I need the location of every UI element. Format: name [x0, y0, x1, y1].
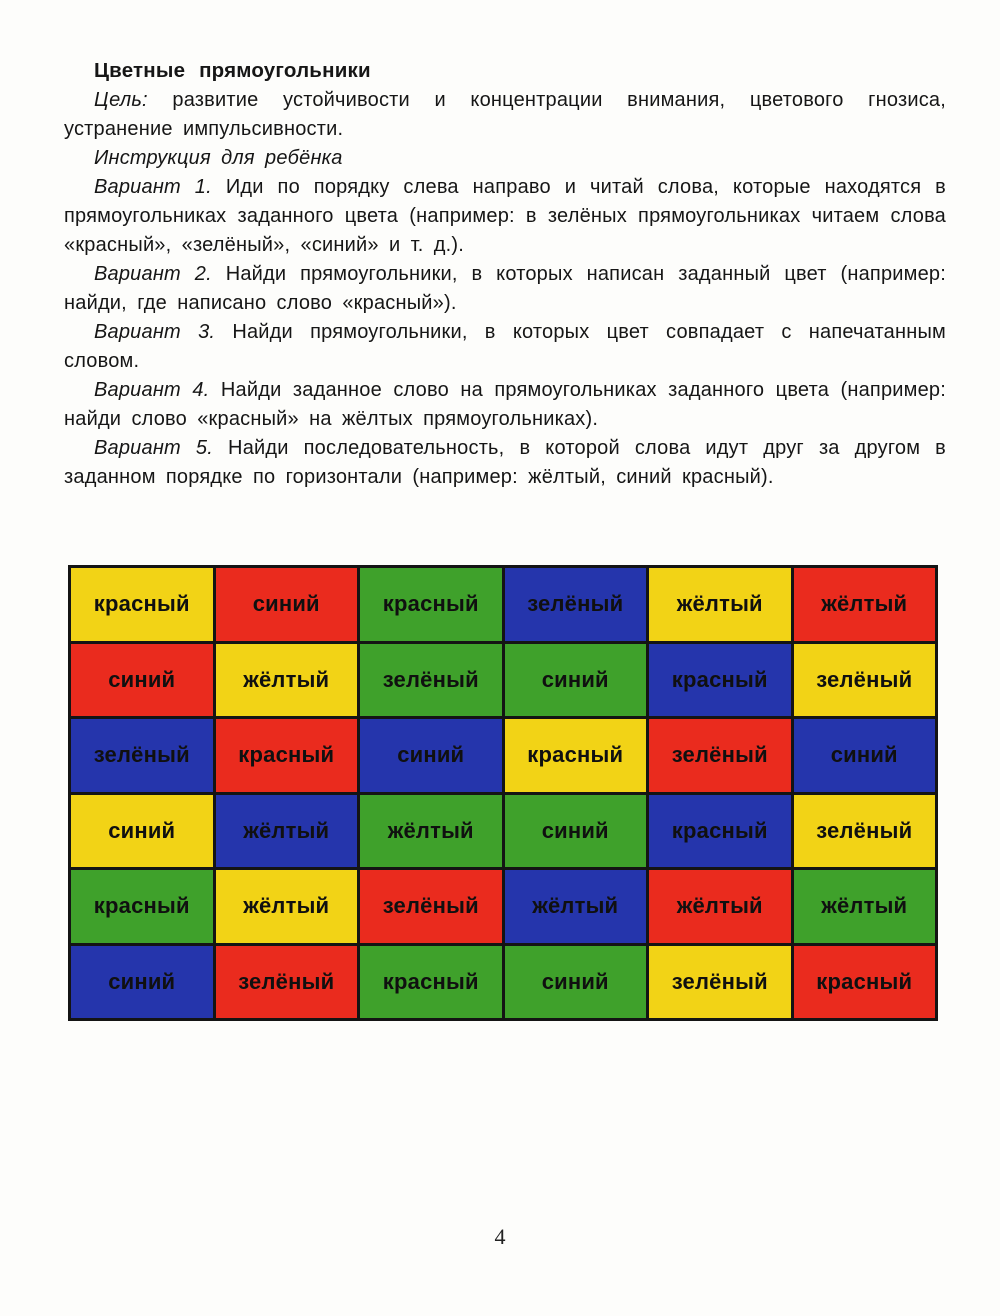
cell-word: зелёный	[93, 742, 190, 768]
grid-cell-r1-c2: синий	[215, 568, 357, 641]
grid-cell-r1-c3: красный	[360, 568, 502, 641]
cell-word: зелёный	[382, 666, 479, 692]
grid-cell-r5-c4: жёлтый	[504, 870, 646, 943]
variant-3-text: Найди прямоугольники, в которых цвет сов…	[64, 321, 946, 372]
paragraph-variant-1: Вариант 1. Иди по порядку слева направо …	[64, 173, 946, 260]
grid-cell-r3-c5: зелёный	[649, 719, 791, 792]
grid-cell-r6-c4: синий	[504, 945, 646, 1018]
cell-word: зелёный	[816, 817, 913, 843]
cell-word: зелёный	[671, 968, 768, 994]
grid-cell-r6-c5: зелёный	[649, 945, 791, 1018]
grid-cell-r2-c3: зелёный	[360, 643, 502, 716]
cell-word: жёлтый	[676, 591, 763, 617]
cell-word: зелёный	[527, 591, 624, 617]
grid-cell-r1-c1: красный	[71, 568, 213, 641]
color-word-grid: красный синий красный зелёный жёлтый жёлтый си…	[68, 565, 938, 1021]
grid-cell-r4-c1: синий	[71, 794, 213, 867]
cell-word: жёлтый	[676, 893, 763, 919]
variant-4-label: Вариант 4.	[94, 379, 210, 401]
grid-cell-r5-c2: жёлтый	[215, 870, 357, 943]
cell-word: синий	[541, 666, 609, 692]
paragraph-variant-5: Вариант 5. Найди последовательность, в к…	[64, 434, 946, 492]
cell-word: жёлтый	[243, 666, 330, 692]
cell-word: жёлтый	[821, 591, 908, 617]
grid-cell-r3-c6: синий	[793, 719, 935, 792]
variant-2-text: Найди прямоугольники, в которых написан …	[64, 263, 946, 314]
cell-word: зелёный	[238, 968, 335, 994]
cell-word: красный	[527, 742, 624, 768]
cell-word: красный	[93, 591, 190, 617]
paragraph-variant-2: Вариант 2. Найди прямоугольники, в котор…	[64, 260, 946, 318]
variant-5-text: Найди последовательность, в которой слов…	[64, 437, 947, 488]
grid-cell-r4-c5: красный	[649, 794, 791, 867]
goal-text: развитие устойчивости и концентрации вни…	[64, 89, 946, 140]
paragraph-variant-3: Вариант 3. Найди прямоугольники, в котор…	[64, 318, 946, 376]
variant-2-label: Вариант 2.	[94, 263, 212, 285]
cell-word: красный	[671, 817, 768, 843]
grid-cell-r4-c6: зелёный	[793, 794, 935, 867]
variant-4-text: Найди заданное слово на прямоугольниках …	[64, 379, 946, 430]
grid-cell-r6-c3: красный	[360, 945, 502, 1018]
variant-1-label: Вариант 1.	[94, 176, 212, 198]
grid-cell-r1-c4: зелёный	[504, 568, 646, 641]
grid-cell-r2-c1: синий	[71, 643, 213, 716]
grid-cell-r5-c5: жёлтый	[649, 870, 791, 943]
cell-word: синий	[108, 817, 176, 843]
grid-cell-r6-c6: красный	[793, 945, 935, 1018]
grid-cell-r2-c6: зелёный	[793, 643, 935, 716]
goal-label: Цель:	[94, 89, 148, 111]
cell-word: жёлтый	[821, 893, 908, 919]
paragraph-instruction-heading: Инструкция для ребёнка	[64, 144, 946, 173]
paragraph-variant-4: Вариант 4. Найди заданное слово на прямо…	[64, 376, 946, 434]
cell-word: зелёный	[382, 893, 479, 919]
exercise-title: Цветные прямоугольники	[94, 59, 371, 82]
instruction-heading-label: Инструкция для ребёнка	[94, 147, 343, 169]
cell-word: красный	[671, 666, 768, 692]
grid-cell-r4-c3: жёлтый	[360, 794, 502, 867]
grid-cell-r1-c5: жёлтый	[649, 568, 791, 641]
grid-cell-r5-c6: жёлтый	[793, 870, 935, 943]
grid-cell-r4-c2: жёлтый	[215, 794, 357, 867]
grid-cell-r5-c1: красный	[71, 870, 213, 943]
cell-word: жёлтый	[243, 817, 330, 843]
grid-cell-r3-c4: красный	[504, 719, 646, 792]
cell-word: красный	[93, 893, 190, 919]
instructions-block: Цветные прямоугольники Цель: развитие ус…	[64, 56, 946, 492]
grid-cell-r2-c5: красный	[649, 643, 791, 716]
grid-cell-r3-c2: красный	[215, 719, 357, 792]
variant-5-label: Вариант 5.	[94, 437, 214, 459]
variant-1-text: Иди по порядку слева направо и читай сло…	[64, 176, 947, 256]
cell-word: синий	[397, 742, 465, 768]
grid-cell-r3-c3: синий	[360, 719, 502, 792]
variant-3-label: Вариант 3.	[94, 321, 216, 343]
cell-word: жёлтый	[387, 817, 474, 843]
cell-word: зелёный	[671, 742, 768, 768]
grid-cell-r3-c1: зелёный	[71, 719, 213, 792]
cell-word: синий	[830, 742, 898, 768]
cell-word: красный	[382, 968, 479, 994]
cell-word: синий	[541, 968, 609, 994]
paragraph-goal: Цель: развитие устойчивости и концентрац…	[64, 86, 946, 144]
cell-word: красный	[816, 968, 913, 994]
page-number: 4	[494, 1224, 506, 1249]
grid-cell-r6-c2: зелёный	[215, 945, 357, 1018]
grid-cell-r4-c4: синий	[504, 794, 646, 867]
grid-cell-r2-c4: синий	[504, 643, 646, 716]
grid-cell-r2-c2: жёлтый	[215, 643, 357, 716]
cell-word: красный	[238, 742, 335, 768]
cell-word: зелёный	[816, 666, 913, 692]
cell-word: синий	[541, 817, 609, 843]
grid-cell-r6-c1: синий	[71, 945, 213, 1018]
grid-cell-r5-c3: зелёный	[360, 870, 502, 943]
grid-cell-r1-c6: жёлтый	[793, 568, 935, 641]
cell-word: синий	[108, 968, 176, 994]
cell-word: красный	[382, 591, 479, 617]
cell-word: синий	[252, 591, 320, 617]
cell-word: жёлтый	[532, 893, 619, 919]
cell-word: жёлтый	[243, 893, 330, 919]
cell-word: синий	[108, 666, 176, 692]
